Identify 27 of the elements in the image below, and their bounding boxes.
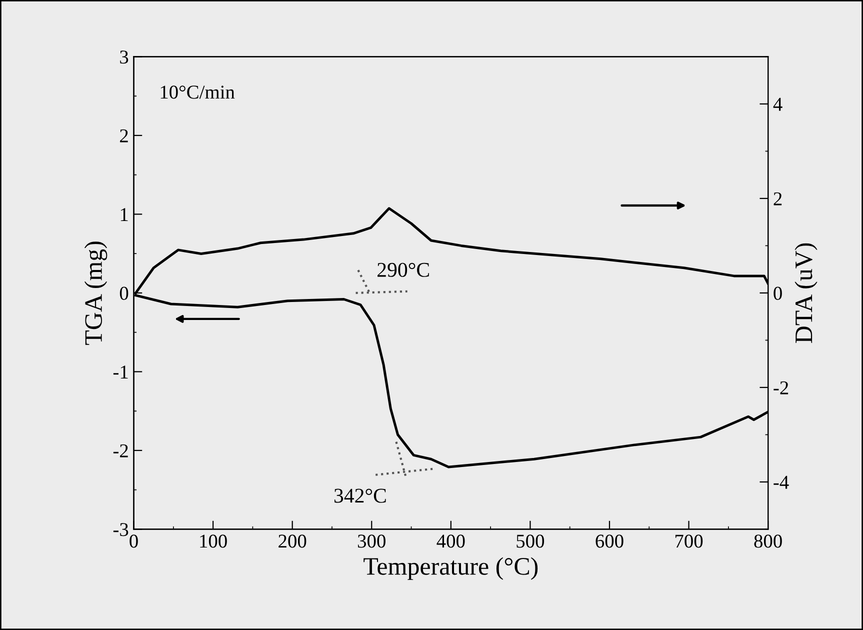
y2-tick-label: 0 — [774, 286, 782, 300]
y2-tick-label: -2 — [774, 381, 788, 394]
y-tick-label: 1 — [120, 208, 128, 221]
annotation: 342°C — [334, 488, 386, 503]
y2-tick-label: 4 — [773, 98, 782, 111]
x-tick-label: 500 — [516, 534, 544, 548]
y2-tick-label: -4 — [774, 476, 789, 489]
x-tick-label: 300 — [358, 534, 386, 548]
y-tick-label: -1 — [113, 366, 128, 378]
y-tick-label: 2 — [120, 129, 128, 142]
x-tick-label: 100 — [200, 534, 227, 548]
annotation: 290°C — [378, 262, 429, 277]
x-tick-label: 800 — [754, 534, 782, 548]
y-tick-label: -3 — [113, 523, 128, 536]
x-tick-label: 0 — [130, 534, 138, 548]
x-tick-label: 700 — [675, 534, 703, 548]
x-axis-title: Temperature (°C) — [364, 557, 538, 580]
x-tick-label: 200 — [278, 534, 306, 548]
y-tick-label: 0 — [120, 286, 128, 300]
x-tick-label: 400 — [436, 534, 465, 548]
y-tick-label: -2 — [113, 444, 128, 458]
y2-axis-title: DTA (uV) — [794, 243, 818, 343]
x-tick-label: 600 — [596, 534, 624, 548]
y-axis-title: TGA (mg) — [84, 242, 108, 345]
y2-tick-label: 2 — [774, 192, 782, 206]
annotation: 10°C/min — [160, 86, 235, 99]
y-tick-label: 3 — [120, 50, 128, 64]
